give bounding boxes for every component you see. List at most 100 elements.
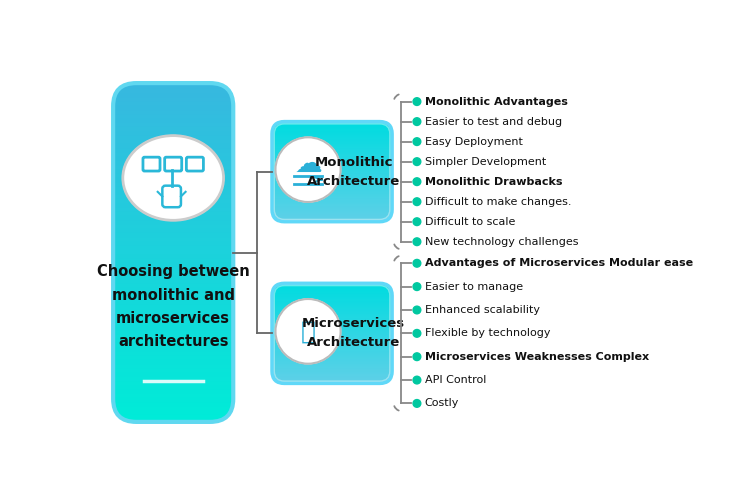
Bar (272, 206, 392, 208)
Bar (272, 354, 392, 356)
Bar (113, 112, 233, 117)
Bar (272, 214, 392, 216)
Bar (272, 151, 392, 154)
Bar (113, 413, 233, 418)
Bar (272, 220, 392, 222)
Bar (272, 320, 392, 322)
Bar (272, 203, 392, 205)
Bar (272, 186, 392, 188)
Bar (272, 318, 392, 320)
Bar (272, 212, 392, 214)
Bar (272, 324, 392, 326)
Bar (272, 126, 392, 128)
Bar (113, 388, 233, 392)
Bar (272, 338, 392, 340)
Bar (113, 116, 233, 121)
Text: New technology challenges: New technology challenges (424, 236, 578, 246)
Text: Flexible by technology: Flexible by technology (424, 328, 550, 338)
Circle shape (275, 138, 340, 202)
Bar (113, 294, 233, 299)
Bar (272, 198, 392, 200)
Circle shape (413, 238, 421, 246)
Bar (113, 316, 233, 320)
Bar (113, 96, 233, 100)
Bar (272, 296, 392, 298)
Bar (272, 208, 392, 210)
Bar (113, 252, 233, 256)
Bar (272, 183, 392, 185)
Bar (272, 160, 392, 162)
Bar (113, 384, 233, 388)
Circle shape (413, 306, 421, 314)
Bar (272, 178, 392, 180)
Bar (113, 87, 233, 92)
Circle shape (413, 353, 421, 360)
Bar (272, 163, 392, 165)
Bar (113, 138, 233, 142)
Bar (272, 172, 392, 173)
Bar (113, 159, 233, 164)
Bar (113, 108, 233, 112)
Bar (272, 353, 392, 355)
Bar (272, 210, 392, 212)
Bar (272, 378, 392, 380)
Bar (272, 368, 392, 370)
Bar (113, 134, 233, 138)
Bar (272, 333, 392, 335)
Bar (113, 197, 233, 202)
Bar (113, 142, 233, 146)
Bar (113, 104, 233, 108)
Bar (272, 133, 392, 135)
Bar (113, 278, 233, 282)
Bar (272, 202, 392, 203)
Bar (113, 418, 233, 422)
Bar (113, 163, 233, 168)
Circle shape (413, 158, 421, 166)
Bar (113, 231, 233, 235)
Circle shape (413, 260, 421, 267)
Bar (113, 320, 233, 324)
Bar (272, 141, 392, 144)
Bar (113, 404, 233, 409)
Bar (272, 286, 392, 288)
Bar (272, 194, 392, 196)
Bar (113, 188, 233, 193)
Bar (113, 303, 233, 308)
Bar (272, 136, 392, 138)
Text: Difficult to scale: Difficult to scale (424, 216, 515, 226)
Bar (272, 158, 392, 160)
Bar (113, 370, 233, 376)
Bar (272, 376, 392, 378)
Circle shape (413, 98, 421, 106)
Bar (272, 310, 392, 312)
Bar (113, 346, 233, 350)
Text: ☁: ☁ (294, 150, 322, 178)
Bar (113, 235, 233, 240)
Circle shape (413, 198, 421, 205)
Bar (113, 240, 233, 244)
Text: Microservices Weaknesses Complex: Microservices Weaknesses Complex (424, 352, 649, 362)
Bar (113, 282, 233, 286)
Bar (113, 298, 233, 304)
Bar (272, 364, 392, 366)
Bar (272, 303, 392, 305)
Text: Monolithic
Architecture: Monolithic Architecture (307, 156, 401, 188)
Bar (113, 379, 233, 384)
Bar (272, 374, 392, 376)
Circle shape (413, 178, 421, 186)
Bar (113, 341, 233, 345)
Bar (272, 166, 392, 168)
Circle shape (413, 376, 421, 384)
Bar (272, 382, 392, 384)
Text: Microservices
Architecture: Microservices Architecture (302, 318, 405, 350)
Circle shape (413, 283, 421, 290)
Bar (113, 218, 233, 223)
Bar (113, 366, 233, 371)
Bar (113, 168, 233, 172)
Bar (113, 332, 233, 337)
Bar (272, 342, 392, 344)
Bar (272, 192, 392, 194)
Bar (272, 124, 392, 126)
Bar (272, 363, 392, 365)
Bar (113, 100, 233, 104)
